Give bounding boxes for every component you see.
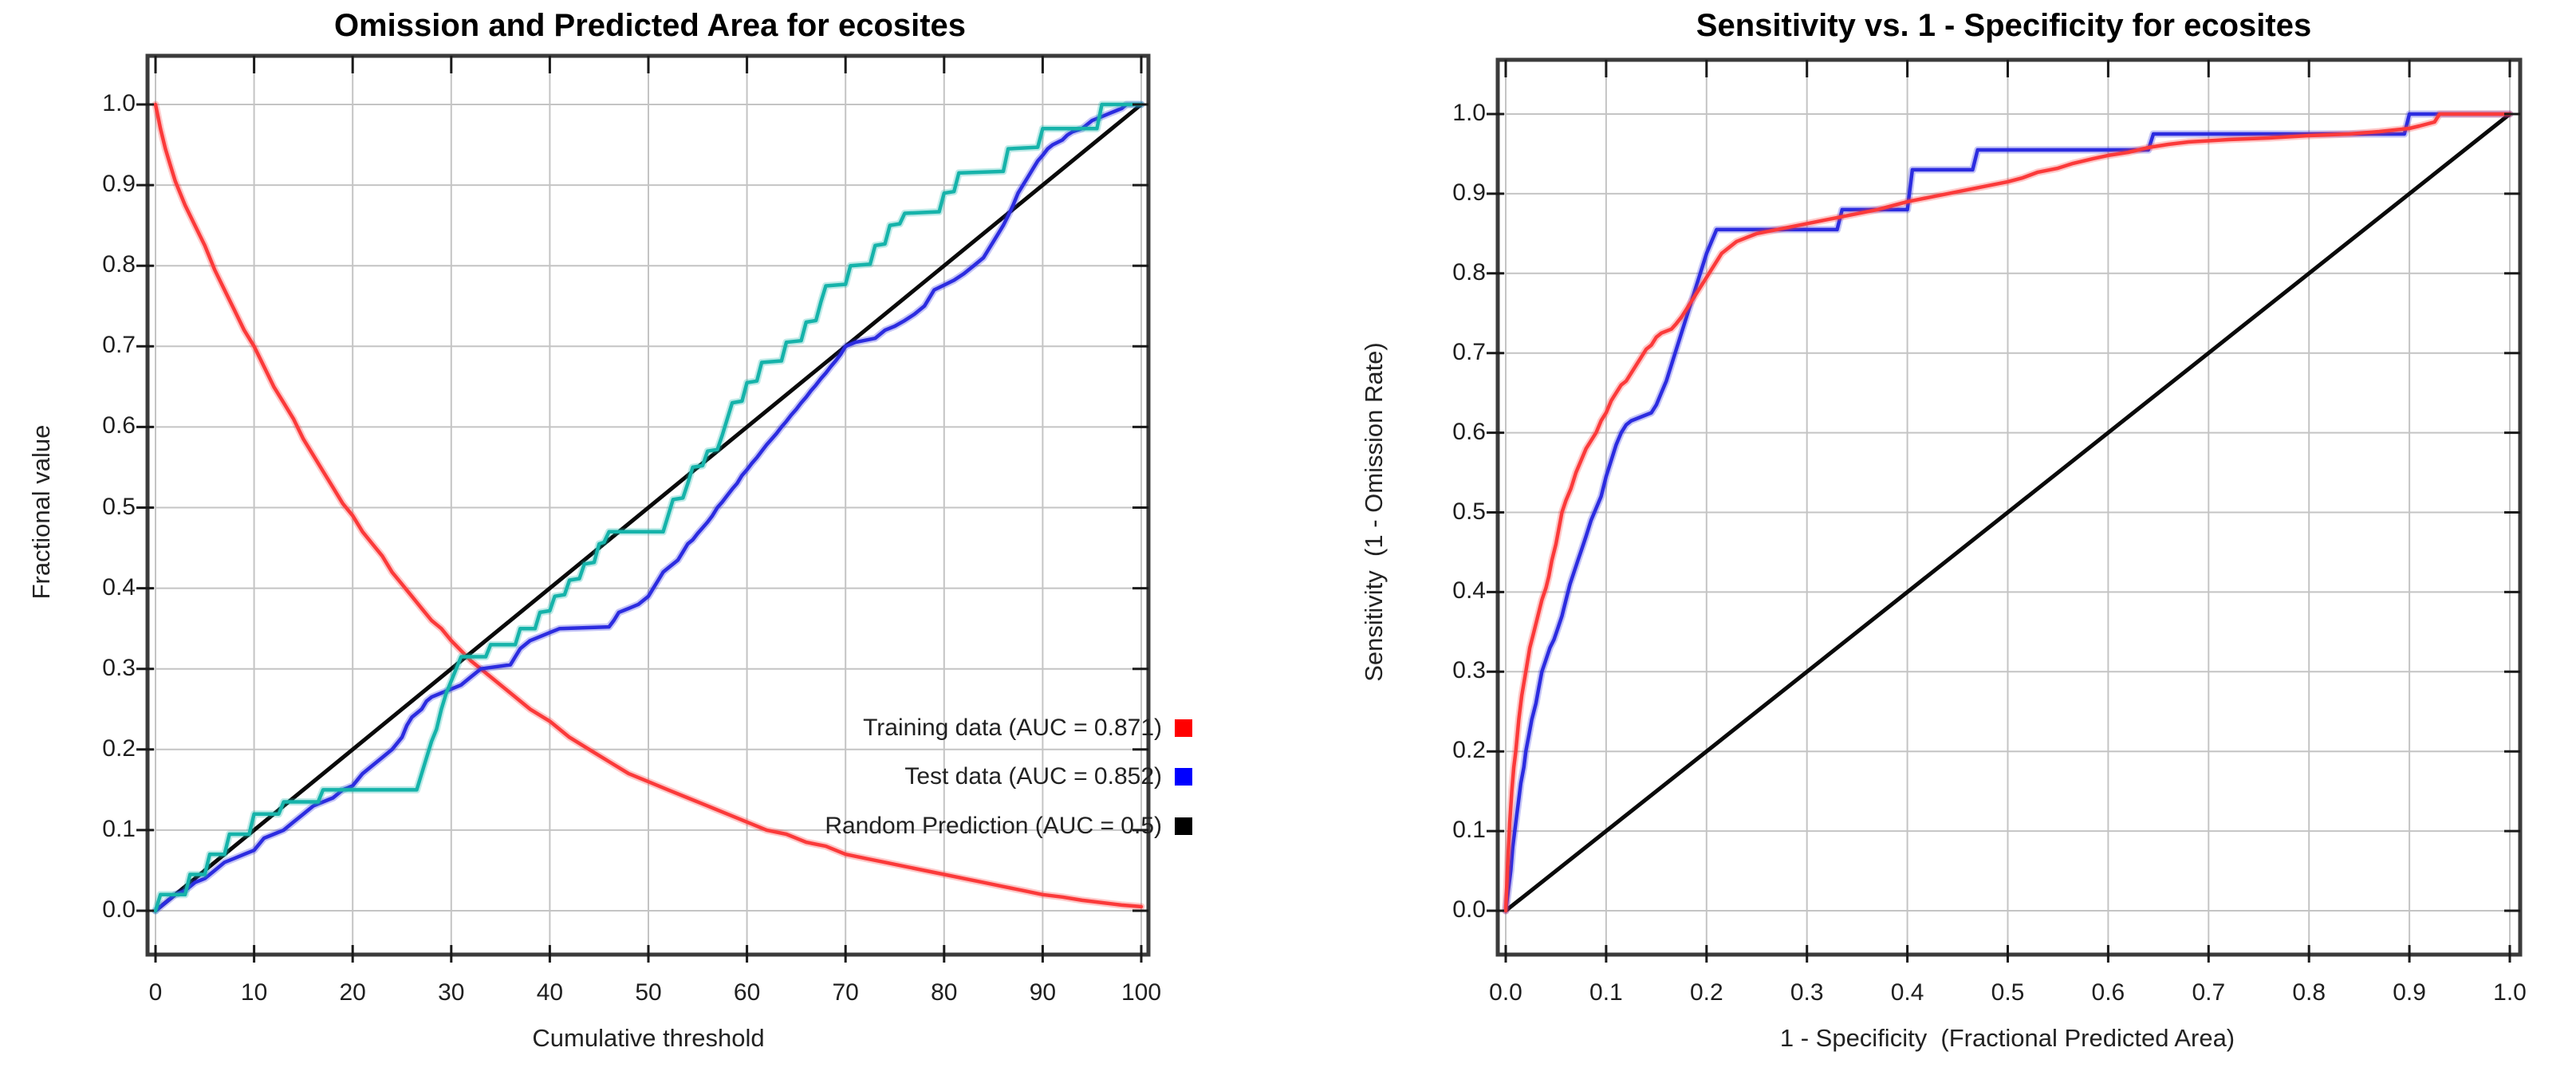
x-tick-label: 70 xyxy=(832,979,859,1006)
y-tick-label: 0.0 xyxy=(1452,896,1486,923)
series-line xyxy=(1503,112,2512,913)
series-line xyxy=(153,102,1144,913)
x-tick-label: 90 xyxy=(1029,979,1057,1006)
y-tick-label: 0.4 xyxy=(102,573,136,601)
x-tick-label: 30 xyxy=(438,979,465,1006)
y-tick-label: 0.9 xyxy=(1452,179,1486,206)
legend-color-swatch-icon xyxy=(1175,817,1192,835)
x-tick-label: 0.2 xyxy=(1689,979,1723,1006)
x-tick-label: 100 xyxy=(1121,979,1162,1006)
omission-x-axis-label: Cumulative threshold xyxy=(532,1024,765,1052)
y-tick-label: 0.7 xyxy=(102,332,136,359)
x-tick-label: 0.1 xyxy=(1589,979,1623,1006)
roc-sensitivity-chart: Sensitivity vs. 1 - Specificity for ecos… xyxy=(825,0,2576,1079)
omission-predicted-area-chart: Omission and Predicted Area for ecosites… xyxy=(27,8,1162,1052)
x-tick-label: 0 xyxy=(148,979,163,1006)
y-tick-label: 0.2 xyxy=(1452,737,1486,764)
series-line xyxy=(153,102,1144,913)
legend-item: Random Prediction (AUC = 0.5) xyxy=(825,813,1192,840)
y-tick-label: 0.4 xyxy=(1452,577,1486,604)
series-line xyxy=(153,102,1144,913)
y-tick-label: 1.0 xyxy=(1452,100,1486,126)
series-line xyxy=(1503,112,2512,913)
y-tick-label: 0.1 xyxy=(1452,817,1486,844)
y-tick-label: 1.0 xyxy=(102,90,136,116)
x-tick-label: 0.6 xyxy=(2091,979,2125,1006)
roc-chart-title: Sensitivity vs. 1 - Specificity for ecos… xyxy=(1696,8,2312,43)
omission-chart-title: Omission and Predicted Area for ecosites xyxy=(333,8,967,43)
legend-label: Training data (AUC = 0.871) xyxy=(863,715,1162,741)
legend-label: Test data (AUC = 0.852) xyxy=(904,763,1162,790)
y-tick-label: 0.5 xyxy=(1452,498,1486,525)
x-tick-label: 40 xyxy=(536,979,564,1006)
y-tick-label: 0.3 xyxy=(1452,657,1486,684)
legend-color-swatch-icon xyxy=(1175,719,1192,737)
x-tick-label: 0.3 xyxy=(1790,979,1824,1006)
legend-item: Test data (AUC = 0.852) xyxy=(904,763,1192,790)
y-tick-label: 0.8 xyxy=(1452,258,1486,286)
y-tick-label: 0.5 xyxy=(102,493,136,520)
roc-x-axis-label: 1 - Specificity (Fractional Predicted Ar… xyxy=(1779,1024,2235,1052)
series-line xyxy=(1503,112,2512,913)
x-tick-label: 10 xyxy=(240,979,268,1006)
y-tick-label: 0.6 xyxy=(1452,418,1486,445)
y-tick-label: 0.9 xyxy=(102,171,136,198)
x-tick-label: 0.7 xyxy=(2192,979,2226,1006)
legend-label: Random Prediction (AUC = 0.5) xyxy=(825,813,1162,839)
x-tick-label: 0.4 xyxy=(1890,979,1924,1006)
y-tick-label: 0.8 xyxy=(102,251,136,278)
x-tick-label: 0.0 xyxy=(1489,979,1522,1006)
x-tick-label: 1.0 xyxy=(2493,979,2527,1006)
y-tick-label: 0.2 xyxy=(102,734,136,762)
y-tick-label: 0.3 xyxy=(102,654,136,681)
x-tick-label: 20 xyxy=(339,979,366,1006)
y-tick-label: 0.6 xyxy=(102,412,136,439)
y-tick-label: 0.7 xyxy=(1452,338,1486,365)
roc-chart-canvas xyxy=(1487,57,2523,963)
x-tick-label: 80 xyxy=(931,979,958,1006)
x-tick-label: 0.9 xyxy=(2393,979,2426,1006)
omission-chart-canvas xyxy=(136,53,1151,963)
x-tick-label: 0.8 xyxy=(2292,979,2326,1006)
legend-item: Training data (AUC = 0.871) xyxy=(863,715,1192,742)
y-tick-label: 0.0 xyxy=(102,896,136,923)
x-tick-label: 50 xyxy=(635,979,662,1006)
legend-color-swatch-icon xyxy=(1175,768,1192,786)
x-tick-label: 60 xyxy=(733,979,761,1006)
x-tick-label: 0.5 xyxy=(1991,979,2025,1006)
y-tick-label: 0.1 xyxy=(102,815,136,842)
